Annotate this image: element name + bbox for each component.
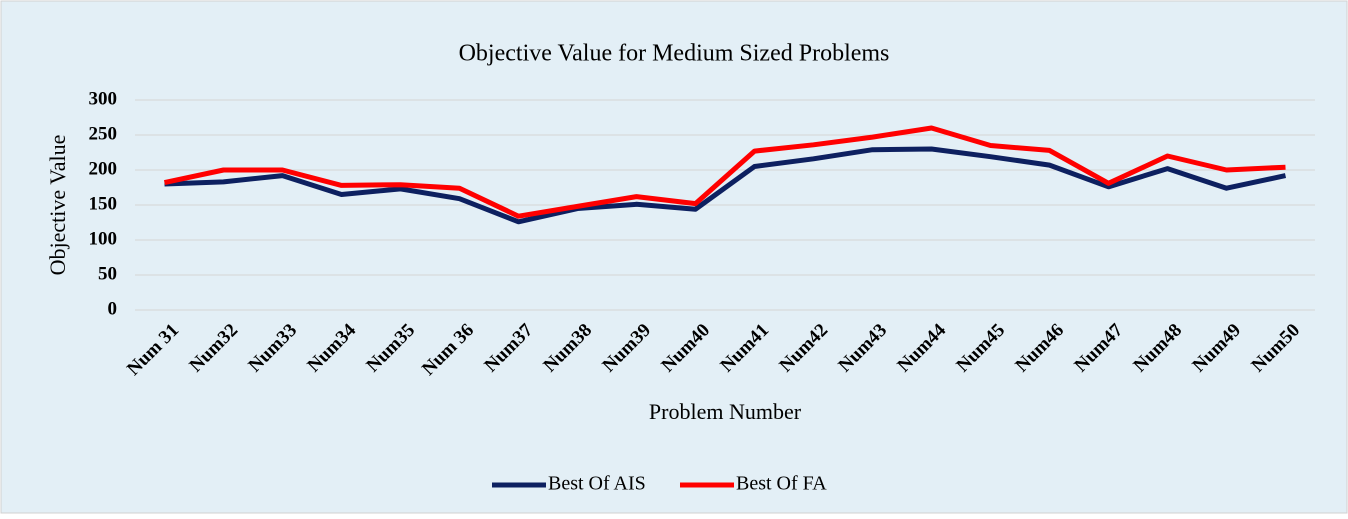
y-tick-label: 200	[89, 158, 118, 179]
y-tick-label: 50	[98, 263, 117, 284]
legend-label: Best Of FA	[736, 473, 827, 495]
y-axis-label: Objective Value	[45, 135, 70, 276]
y-tick-label: 0	[108, 298, 118, 319]
y-tick-label: 150	[89, 193, 118, 214]
chart-title: Objective Value for Medium Sized Problem…	[459, 41, 890, 67]
y-tick-label: 250	[89, 123, 118, 144]
series-line	[164, 146, 1287, 225]
x-axis-label: Problem Number	[649, 399, 802, 424]
legend-label: Best Of AIS	[548, 473, 646, 495]
y-tick-label: 300	[89, 88, 118, 109]
series-line	[163, 125, 1286, 219]
y-tick-label: 100	[89, 228, 118, 249]
